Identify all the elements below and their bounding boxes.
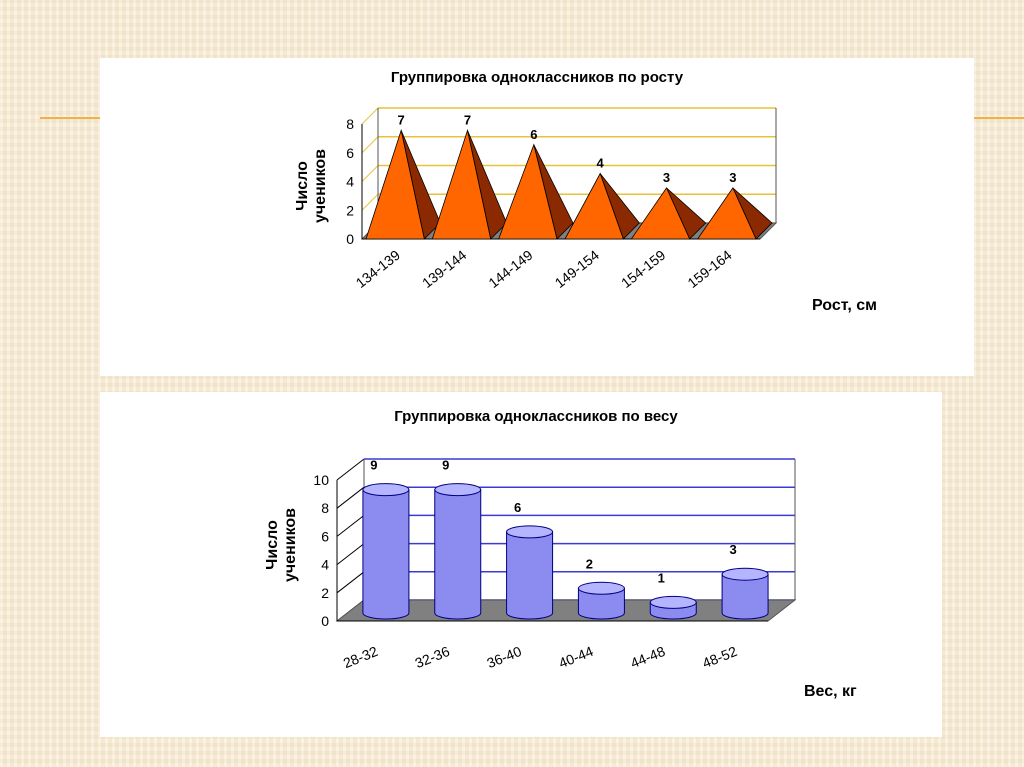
x-tick-label: 134-139 [353,247,404,291]
x-tick-label: 32-36 [413,643,452,671]
data-label: 4 [597,156,605,171]
x-tick-label: 48-52 [700,643,739,671]
pyramid-bar [498,143,558,240]
side-gridline [336,571,365,594]
cylinder-bar [721,573,769,620]
chart-panel-weight: Группировка одноклассников по весу Вес, … [100,392,942,737]
x-tick-label: 40-44 [556,643,595,671]
side-gridline [336,543,365,565]
chart-title: Группировка одноклассников по весу [394,408,678,425]
side-gridline [361,193,379,211]
pyramid-bar [365,128,425,240]
chart-panel-height: Группировка одноклассников по росту Рост… [100,58,974,376]
data-label: 1 [658,570,665,585]
y-tick-label: 6 [346,145,354,161]
plot-area: 0 2 4 6 8 7 134-139 7 139-144 6 144-149 4 149-154 3 15… [346,107,778,291]
y-axis-title-line1: Число [294,161,311,211]
chart-title: Группировка одноклассников по росту [391,69,684,86]
cylinder-top [506,525,554,539]
y-tick-label: 8 [346,116,354,132]
x-tick-label: 139-144 [419,247,470,291]
y-axis-title-line2: учеников [312,149,329,223]
data-label: 6 [514,500,521,515]
plot-area: 0 2 4 6 8 10 9 28-32 9 32-36 6 36-40 2 40-44 1 44-48 3 48… [313,458,797,671]
y-tick-label: 8 [321,500,329,516]
y-tick-label: 2 [346,202,354,218]
side-gridline [361,165,379,182]
side-gridline [336,486,365,509]
cylinder-top [577,581,625,595]
x-tick-label: 28-32 [341,643,380,671]
height-chart: Группировка одноклассников по росту Рост… [294,69,877,314]
side-gridline [336,458,365,481]
x-tick-label: 159-164 [684,247,735,291]
pyramid-bar [431,128,492,240]
x-tick-label: 154-159 [618,247,669,291]
cylinder-top [434,483,482,497]
accent-line-left [40,117,100,119]
y-tick-label: 0 [346,231,354,247]
side-gridline [361,136,379,154]
side-gridline [361,107,379,125]
side-gridline [336,515,365,537]
x-tick-label: 144-149 [485,247,536,291]
y-tick-label: 6 [321,528,329,544]
data-label: 6 [530,127,537,142]
cylinder-bar [362,489,410,620]
accent-line-right [974,117,1024,119]
data-label: 9 [370,458,377,473]
y-tick-label: 2 [321,585,329,601]
y-axis-title-line2: учеников [282,508,299,582]
x-axis-title: Рост, см [812,297,877,314]
y-tick-label: 10 [313,472,329,488]
weight-chart: Группировка одноклассников по весу Вес, … [264,408,857,700]
data-label: 3 [729,170,736,185]
data-label: 2 [586,556,593,571]
x-axis-title: Вес, кг [804,683,857,700]
pyramid-bar [564,172,624,240]
cylinder-bar [577,587,625,620]
x-tick-label: 149-154 [552,247,603,291]
y-axis-title-line1: Число [264,520,281,570]
cylinder-top [362,483,410,497]
cylinder-top [721,567,769,581]
cylinder-bar [434,489,482,620]
data-label: 9 [442,458,449,473]
y-tick-label: 4 [346,174,354,190]
pyramid-bar [630,187,691,240]
x-tick-label: 36-40 [485,643,524,671]
y-tick-label: 4 [321,557,329,573]
data-label: 3 [729,542,736,557]
y-tick-label: 0 [321,613,329,629]
cylinder-bar [506,531,554,620]
cylinder-top [649,595,697,609]
data-label: 7 [398,112,405,127]
pyramid-bar [696,187,757,240]
data-label: 7 [464,112,471,127]
data-label: 3 [663,170,670,185]
x-tick-label: 44-48 [628,643,667,671]
